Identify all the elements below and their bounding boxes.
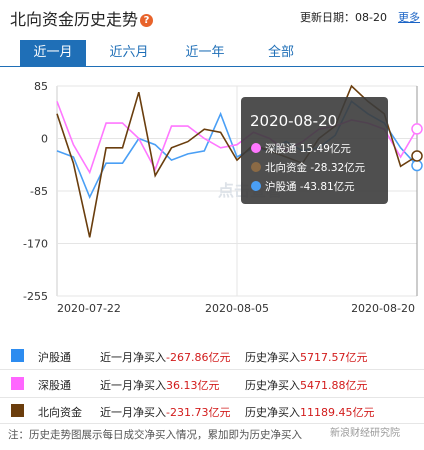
tab-six-months[interactable]: 近六月 bbox=[109, 45, 149, 60]
legend-history: 历史净买入11189.45亿元 bbox=[245, 406, 375, 419]
page-title: 北向资金历史走势? bbox=[10, 6, 154, 30]
legend-history: 历史净买入5717.57亿元 bbox=[245, 351, 368, 364]
divider bbox=[0, 423, 424, 424]
legend-month: 近一月净买入36.13亿元 bbox=[100, 379, 220, 392]
hover-point bbox=[411, 123, 423, 135]
legend-month: 近一月净买入-231.73亿元 bbox=[100, 406, 231, 419]
question-circle-icon[interactable]: ? bbox=[140, 14, 154, 27]
tooltip-marker bbox=[251, 143, 261, 153]
legend-history: 历史净买入5471.88亿元 bbox=[245, 379, 368, 392]
page-title-text: 北向资金历史走势 bbox=[10, 10, 139, 29]
hover-point bbox=[411, 150, 423, 162]
legend-row-sz: 深股通 近一月净买入36.13亿元 历史净买入5471.88亿元 bbox=[0, 369, 424, 398]
x-tick-label: 2020-07-22 bbox=[57, 302, 121, 315]
x-tick-label: 2020-08-05 bbox=[205, 302, 269, 315]
header: 北向资金历史走势? 更新日期：08-20 更多 bbox=[0, 0, 424, 32]
period-tabs: 近一月 近六月 近一年 全部 bbox=[0, 40, 424, 67]
tooltip-row: 北向资金 -28.32亿元 bbox=[265, 161, 366, 174]
tooltip-row: 深股通 15.49亿元 bbox=[265, 142, 351, 155]
legend-swatch bbox=[11, 404, 24, 417]
tab-one-month[interactable]: 近一月 bbox=[20, 40, 86, 66]
footnote: 注：历史走势图展示每日成交净买入情况，累加即为历史净买入 bbox=[8, 429, 302, 441]
tooltip-box bbox=[241, 97, 388, 204]
y-tick-label: 85 bbox=[34, 80, 48, 93]
y-tick-label: -255 bbox=[23, 290, 48, 303]
net-buy-chart[interactable]: 85 0 -85 -170 -255 2020-07-22 2020-08-05 2020-0… bbox=[0, 68, 424, 330]
tooltip-date: 2020-08-20 bbox=[250, 112, 337, 130]
legend-name: 沪股通 bbox=[38, 351, 71, 364]
hover-point bbox=[411, 159, 423, 172]
y-tick-label: -85 bbox=[30, 185, 48, 198]
legend-row-sh: 沪股通 近一月净买入-267.86亿元 历史净买入5717.57亿元 bbox=[0, 341, 424, 370]
watermark: 新浪财经研究院 bbox=[330, 428, 400, 439]
legend-name: 深股通 bbox=[38, 379, 71, 392]
divider bbox=[0, 369, 424, 370]
x-tick-label: 2020-08-20 bbox=[351, 302, 415, 315]
divider bbox=[0, 397, 424, 398]
y-tick-label: 0 bbox=[41, 133, 48, 146]
legend-swatch bbox=[11, 377, 24, 390]
more-link[interactable]: 更多 bbox=[398, 11, 420, 24]
legend-row-north: 北向资金 近一月净买入-231.73亿元 历史净买入11189.45亿元 bbox=[0, 396, 424, 425]
y-tick-label: -170 bbox=[23, 238, 48, 251]
tooltip-row: 沪股通 -43.81亿元 bbox=[265, 180, 355, 193]
tooltip-marker bbox=[251, 181, 261, 191]
tab-one-year[interactable]: 近一年 bbox=[185, 45, 225, 60]
legend-name: 北向资金 bbox=[38, 406, 82, 419]
legend-swatch bbox=[11, 349, 24, 362]
legend-month: 近一月净买入-267.86亿元 bbox=[100, 351, 231, 364]
series-line bbox=[56, 84, 418, 238]
tooltip-marker bbox=[251, 162, 261, 172]
tab-all[interactable]: 全部 bbox=[267, 45, 294, 60]
update-date: 更新日期：08-20 bbox=[300, 11, 387, 24]
